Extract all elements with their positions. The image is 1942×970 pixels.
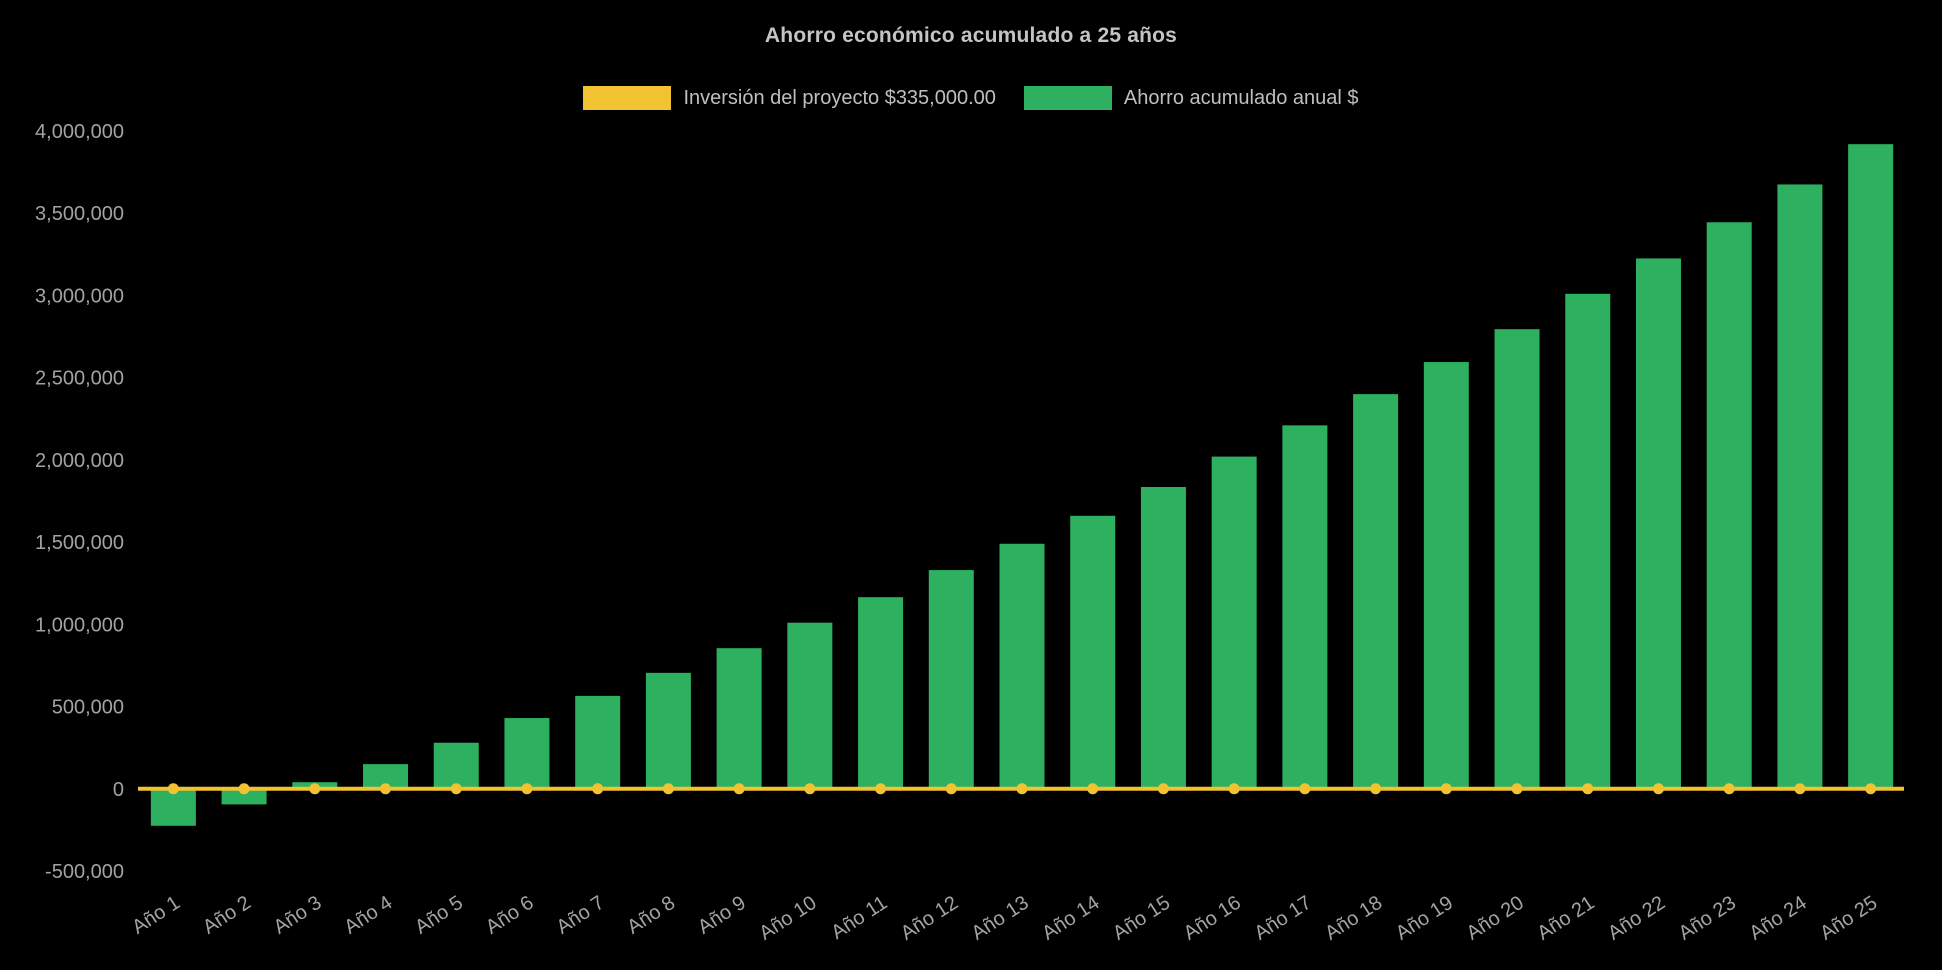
x-tick-label: Año 2 [199, 892, 255, 939]
line-point-año-8 [662, 783, 674, 795]
bar-año-8 [645, 672, 691, 789]
line-point-año-15 [1157, 783, 1169, 795]
y-tick-label: 1,500,000 [35, 532, 124, 554]
line-point-año-2 [238, 783, 250, 795]
bar-año-13 [999, 543, 1045, 789]
x-tick-label: Año 6 [482, 892, 538, 939]
x-tick-label: Año 23 [1675, 892, 1740, 945]
line-point-año-9 [733, 783, 745, 795]
x-tick-label: Año 16 [1180, 892, 1245, 945]
x-tick-label: Año 22 [1604, 892, 1669, 945]
x-tick-label: Año 9 [694, 892, 750, 939]
x-tick-label: Año 4 [340, 892, 396, 939]
y-tick-label: 2,000,000 [35, 450, 124, 472]
bar-año-17 [1282, 425, 1328, 789]
x-tick-label: Año 1 [128, 892, 184, 939]
line-point-año-10 [804, 783, 816, 795]
bar-año-10 [787, 622, 833, 789]
bar-año-12 [928, 570, 974, 789]
y-tick-label: 500,000 [52, 697, 124, 719]
bar-año-21 [1565, 293, 1611, 789]
line-point-año-5 [450, 783, 462, 795]
y-tick-label: 1,000,000 [35, 614, 124, 636]
legend-label-investment: Inversión del proyecto $335,000.00 [683, 86, 996, 109]
bar-año-9 [716, 648, 762, 789]
bar-año-14 [1070, 515, 1116, 789]
line-point-año-17 [1299, 783, 1311, 795]
bar-año-7 [575, 695, 621, 789]
bar-año-25 [1848, 144, 1894, 789]
x-tick-label: Año 5 [411, 892, 467, 939]
bar-año-5 [433, 742, 479, 789]
line-point-año-18 [1370, 783, 1382, 795]
x-tick-label: Año 18 [1321, 892, 1386, 945]
bar-año-24 [1777, 184, 1823, 789]
y-tick-label: 0 [113, 779, 124, 801]
line-point-año-7 [592, 783, 604, 795]
line-point-año-22 [1652, 783, 1664, 795]
line-point-año-3 [309, 783, 321, 795]
bar-año-2 [221, 788, 267, 805]
bar-año-6 [504, 718, 550, 789]
legend-swatch-investment-icon [583, 86, 672, 110]
line-point-año-11 [875, 783, 887, 795]
line-point-año-4 [380, 783, 392, 795]
bar-año-16 [1211, 456, 1257, 789]
line-point-año-12 [945, 783, 957, 795]
x-tick-label: Año 10 [755, 892, 820, 945]
bar-año-15 [1140, 487, 1186, 789]
x-tick-label: Año 14 [1038, 892, 1103, 945]
chart-legend: Inversión del proyecto $335,000.00 Ahorr… [0, 86, 1942, 110]
line-point-año-1 [167, 783, 179, 795]
x-tick-label: Año 11 [827, 892, 891, 944]
bar-año-1 [150, 788, 196, 826]
line-point-año-16 [1228, 783, 1240, 795]
line-point-año-20 [1511, 783, 1523, 795]
x-tick-label: Año 21 [1533, 892, 1598, 945]
legend-label-savings: Ahorro acumulado anual $ [1123, 86, 1359, 109]
line-point-año-23 [1723, 783, 1735, 795]
line-point-año-13 [1016, 783, 1028, 795]
x-tick-label: Año 25 [1816, 892, 1881, 945]
legend-item-savings[interactable]: Ahorro acumulado anual $ [1023, 86, 1359, 110]
y-tick-label: 2,500,000 [35, 368, 124, 390]
x-tick-label: Año 19 [1392, 892, 1457, 945]
line-point-año-21 [1582, 783, 1594, 795]
x-tick-label: Año 24 [1745, 892, 1810, 945]
line-point-año-19 [1440, 783, 1452, 795]
bar-año-23 [1706, 222, 1752, 789]
line-point-año-25 [1865, 783, 1877, 795]
y-tick-label: 3,500,000 [35, 203, 124, 225]
x-tick-label: Año 8 [623, 892, 679, 939]
line-point-año-6 [521, 783, 533, 795]
y-tick-label: 3,000,000 [35, 285, 124, 307]
x-tick-label: Año 13 [968, 892, 1033, 945]
chart-title: Ahorro económico acumulado a 25 años [764, 24, 1178, 47]
legend-swatch-savings-icon [1023, 86, 1112, 110]
y-tick-label: 4,000,000 [35, 121, 124, 143]
line-point-año-14 [1087, 783, 1099, 795]
x-tick-label: Año 7 [553, 892, 609, 939]
x-tick-label: Año 20 [1463, 892, 1528, 945]
bar-año-20 [1494, 329, 1540, 789]
bar-año-11 [858, 597, 904, 789]
x-tick-label: Año 3 [270, 892, 326, 939]
legend-item-investment[interactable]: Inversión del proyecto $335,000.00 [583, 86, 996, 110]
x-tick-label: Año 17 [1250, 892, 1315, 945]
line-point-año-24 [1794, 783, 1806, 795]
x-tick-label: Año 12 [897, 892, 962, 945]
bar-año-22 [1635, 258, 1681, 789]
x-tick-label: Año 15 [1109, 892, 1174, 945]
bar-año-18 [1353, 394, 1399, 789]
y-tick-label: -500,000 [45, 861, 124, 883]
bar-año-19 [1423, 362, 1469, 789]
